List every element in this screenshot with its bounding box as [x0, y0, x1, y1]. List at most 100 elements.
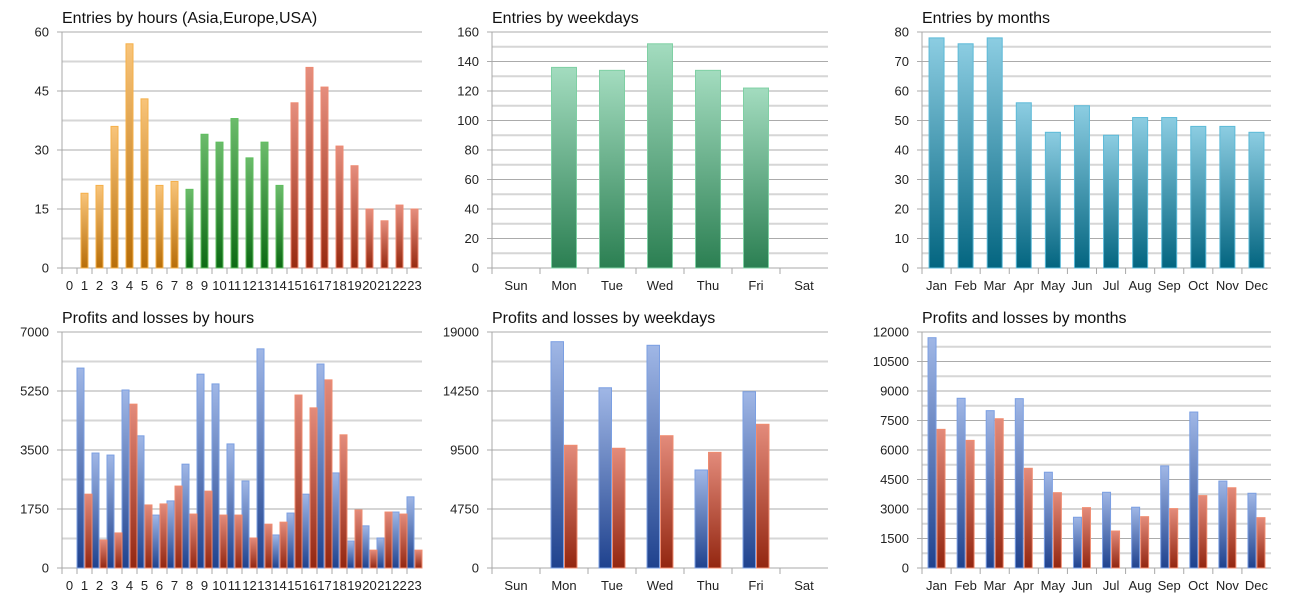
x-tick-label: 22 — [392, 578, 406, 593]
bar-mon: Entries Mon: 136 — [551, 66, 577, 269]
x-tick-label: Mon — [551, 278, 576, 293]
y-tick-label: 4750 — [450, 502, 479, 517]
bar-feb: Entries Feb: 76 — [957, 43, 974, 269]
bar-profits-20: Profits 20: 1250 — [361, 525, 370, 569]
bar-profits-nov: Profits Nov: 4420 — [1218, 480, 1228, 569]
x-tick-label: 11 — [228, 278, 242, 293]
x-tick-label: Apr — [1014, 278, 1035, 293]
x-tick-label: Sep — [1158, 278, 1181, 293]
bar-profits-feb: Profits Feb: 8630 — [956, 397, 966, 569]
chart-profits-losses-by-weekdays: Profits and losses by weekdays 0 4750 9500 1… — [430, 300, 860, 600]
bar-10: Entries 10: 32 — [215, 141, 224, 269]
x-tick-label: Jan — [926, 278, 947, 293]
y-tick-label: 0 — [902, 561, 909, 576]
bar-22: Entries 22: 16 — [395, 204, 404, 269]
bar-profits-12: Profits 12: 2580 — [241, 480, 250, 569]
bar-profits-3: Profits 3: 3350 — [106, 454, 115, 569]
bar-9: Entries 9: 34 — [200, 133, 209, 269]
x-tick-label: Tue — [601, 278, 623, 293]
chart-entries-by-months: Entries by months 0 10 20 30 40 50 60 70 80 Jan Feb… — [860, 0, 1290, 300]
y-tick-label: 3500 — [20, 443, 49, 458]
bar-profits-9: Profits 9: 5750 — [196, 373, 205, 569]
x-tick-label: 2 — [96, 578, 103, 593]
y-tick-label: 10500 — [873, 354, 909, 369]
bar-profits-17: Profits 17: 6050 — [316, 363, 325, 569]
x-tick-label: Mar — [984, 578, 1007, 593]
x-tick-label: Nov — [1216, 578, 1240, 593]
x-tick-label: 18 — [332, 278, 346, 293]
x-tick-label: Sun — [504, 578, 527, 593]
x-tick-label: 18 — [332, 578, 346, 593]
x-tick-label: 4 — [126, 278, 133, 293]
x-tick-label: Aug — [1129, 278, 1152, 293]
bar-losses-14: Losses 14: 1360 — [279, 521, 288, 569]
y-tick-label: 30 — [895, 172, 909, 187]
x-tick-label: Wed — [647, 578, 674, 593]
bar-jan: Entries Jan: 78 — [928, 37, 945, 269]
bar-11: Entries 11: 38 — [230, 118, 239, 269]
y-tick-label: 12000 — [873, 325, 909, 340]
x-tick-label: Dec — [1245, 578, 1269, 593]
bar-jul: Entries Jul: 45 — [1103, 134, 1120, 269]
y-tick-label: 120 — [457, 84, 479, 99]
x-tick-label: 0 — [66, 278, 73, 293]
x-tick-label: 5 — [141, 278, 148, 293]
x-tick-label: Oct — [1188, 578, 1209, 593]
x-tick-label: 23 — [407, 578, 421, 593]
y-tick-label: 40 — [895, 143, 909, 158]
x-tick-label: 10 — [212, 278, 226, 293]
y-tick-label: 40 — [465, 202, 479, 217]
x-tick-label: 5 — [141, 578, 148, 593]
bar-16: Entries 16: 51 — [305, 66, 314, 269]
x-tick-label: Jul — [1103, 578, 1120, 593]
bar-profits-13: Profits 13: 6500 — [256, 348, 265, 569]
bar-losses-fri: Losses Fri: 11570 — [756, 423, 770, 569]
chart-profits-losses-by-hours-svg: Profits and losses by hours0175035005250… — [20, 310, 423, 593]
x-tick-label: 3 — [111, 278, 118, 293]
x-tick-label: 11 — [228, 578, 242, 593]
y-tick-label: 0 — [42, 261, 49, 276]
y-tick-label: 1750 — [20, 502, 49, 517]
bar-profits-oct: Profits Oct: 7930 — [1189, 411, 1199, 569]
bar-fri: Entries Fri: 122 — [743, 87, 769, 269]
chart-title: Profits and losses by hours — [62, 310, 254, 327]
x-tick-label: Tue — [601, 578, 623, 593]
bar-losses-oct: Losses Oct: 3680 — [1198, 495, 1208, 569]
bar-oct: Entries Oct: 48 — [1190, 125, 1207, 269]
y-tick-label: 80 — [895, 25, 909, 40]
bar-1: Entries 1: 19 — [80, 192, 89, 269]
bar-losses-tue: Losses Tue: 9640 — [612, 447, 626, 569]
bar-13: Entries 13: 32 — [260, 141, 269, 269]
bar-losses-jan: Losses Jan: 7050 — [936, 428, 946, 569]
bar-profits-10: Profits 10: 5460 — [211, 383, 220, 569]
bar-losses-23: Losses 23: 530 — [414, 549, 423, 569]
x-tick-label: 16 — [302, 278, 316, 293]
x-tick-label: 10 — [212, 578, 226, 593]
x-tick-label: 8 — [186, 578, 193, 593]
bar-14: Entries 14: 21 — [275, 184, 284, 269]
bar-profits-21: Profits 21: 890 — [376, 537, 385, 569]
bar-profits-mon: Profits Mon: 18220 — [550, 341, 564, 569]
bar-losses-17: Losses 17: 5580 — [324, 379, 333, 569]
bar-17: Entries 17: 46 — [320, 86, 329, 269]
y-tick-label: 20 — [465, 231, 479, 246]
x-tick-label: Fri — [748, 278, 763, 293]
x-tick-label: Jan — [926, 578, 947, 593]
bar-8: Entries 8: 20 — [185, 188, 194, 269]
bar-profits-23: Profits 23: 2110 — [406, 496, 415, 569]
bar-20: Entries 20: 15 — [365, 208, 374, 269]
bar-2: Entries 2: 21 — [95, 184, 104, 269]
x-tick-label: 19 — [347, 278, 361, 293]
bar-profits-wed: Profits Wed: 17930 — [646, 344, 660, 569]
bar-wed: Entries Wed: 152 — [647, 43, 673, 269]
x-tick-label: Aug — [1129, 578, 1152, 593]
y-tick-label: 1500 — [880, 531, 909, 546]
x-tick-label: Feb — [954, 578, 976, 593]
x-tick-label: Mar — [984, 278, 1007, 293]
x-tick-label: May — [1041, 578, 1066, 593]
y-tick-label: 45 — [35, 84, 49, 99]
x-tick-label: Dec — [1245, 278, 1269, 293]
bar-15: Entries 15: 42 — [290, 102, 299, 269]
bar-4: Entries 4: 57 — [125, 43, 134, 269]
bar-apr: Entries Apr: 56 — [1015, 102, 1032, 269]
